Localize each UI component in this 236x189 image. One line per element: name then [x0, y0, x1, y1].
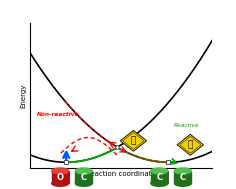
- Y-axis label: Energy: Energy: [21, 83, 27, 108]
- Ellipse shape: [151, 168, 168, 174]
- Text: C: C: [81, 173, 87, 182]
- X-axis label: Reaction coordinate: Reaction coordinate: [86, 171, 156, 177]
- Ellipse shape: [75, 168, 92, 174]
- Ellipse shape: [151, 180, 168, 186]
- Text: O: O: [57, 173, 64, 182]
- Polygon shape: [120, 130, 147, 151]
- Ellipse shape: [52, 168, 69, 174]
- Ellipse shape: [174, 180, 191, 186]
- Ellipse shape: [174, 168, 191, 174]
- Text: C: C: [180, 173, 186, 182]
- Bar: [174, 171, 191, 183]
- Text: C: C: [156, 173, 162, 182]
- Text: Non-reactive: Non-reactive: [37, 112, 79, 117]
- Bar: [75, 171, 92, 183]
- Text: Reactive: Reactive: [174, 123, 200, 129]
- Polygon shape: [177, 134, 203, 155]
- Text: 🦌: 🦌: [131, 136, 136, 145]
- Ellipse shape: [52, 180, 69, 186]
- Ellipse shape: [75, 180, 92, 186]
- Text: 🐄: 🐄: [188, 140, 193, 149]
- Bar: [151, 171, 168, 183]
- Bar: [52, 171, 69, 183]
